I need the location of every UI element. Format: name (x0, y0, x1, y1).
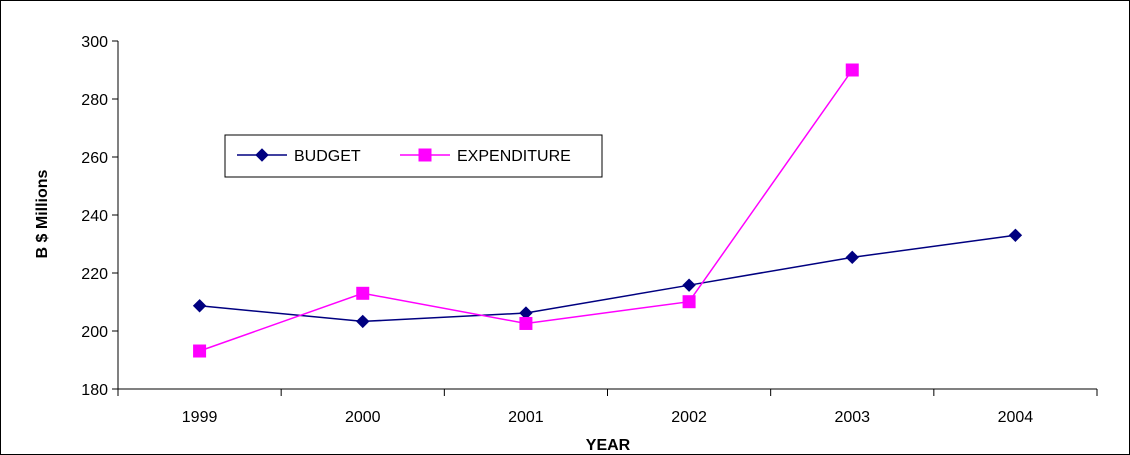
y-tick-label: 300 (81, 34, 108, 51)
expenditure-point (682, 295, 696, 309)
legend: BUDGET EXPENDITURE (224, 134, 603, 178)
expenditure-point (356, 286, 370, 300)
x-tick-label: 2002 (671, 409, 707, 426)
x-tick-label: 2001 (508, 409, 544, 426)
legend-budget-label: BUDGET (294, 148, 361, 165)
x-tick-label: 1999 (182, 409, 218, 426)
y-axis-title: B $ Millions (34, 169, 51, 258)
budget-point (682, 278, 696, 292)
x-tick-label: 2003 (834, 409, 870, 426)
x-tick-label: 2000 (345, 409, 381, 426)
expenditure-point (193, 344, 207, 358)
expenditure-point (519, 316, 533, 330)
y-tick-label: 220 (81, 266, 108, 283)
y-tick-label: 280 (81, 92, 108, 109)
axes: 180 200 220 240 260 280 300 1999 2000 2001 2002 200… (81, 34, 1098, 426)
budget-point (356, 314, 370, 329)
series-budget (192, 228, 1023, 329)
series-expenditure (193, 63, 859, 358)
budget-line (199, 234, 1016, 323)
y-tick-label: 200 (81, 324, 108, 341)
x-tick-label: 2004 (998, 409, 1034, 426)
budget-point (845, 250, 859, 265)
legend-box (224, 134, 603, 178)
legend-budget-marker (255, 148, 269, 162)
y-tick-label: 180 (81, 382, 108, 399)
x-axis-title: YEAR (586, 437, 631, 454)
y-tick-label: 260 (81, 150, 108, 167)
budget-point (1008, 228, 1023, 243)
budget-point (192, 299, 207, 313)
series-layer (192, 63, 1023, 358)
expenditure-point (845, 63, 859, 77)
y-tick-label: 240 (81, 208, 108, 225)
legend-expenditure-marker (418, 148, 432, 162)
legend-expenditure-label: EXPENDITURE (457, 148, 571, 165)
